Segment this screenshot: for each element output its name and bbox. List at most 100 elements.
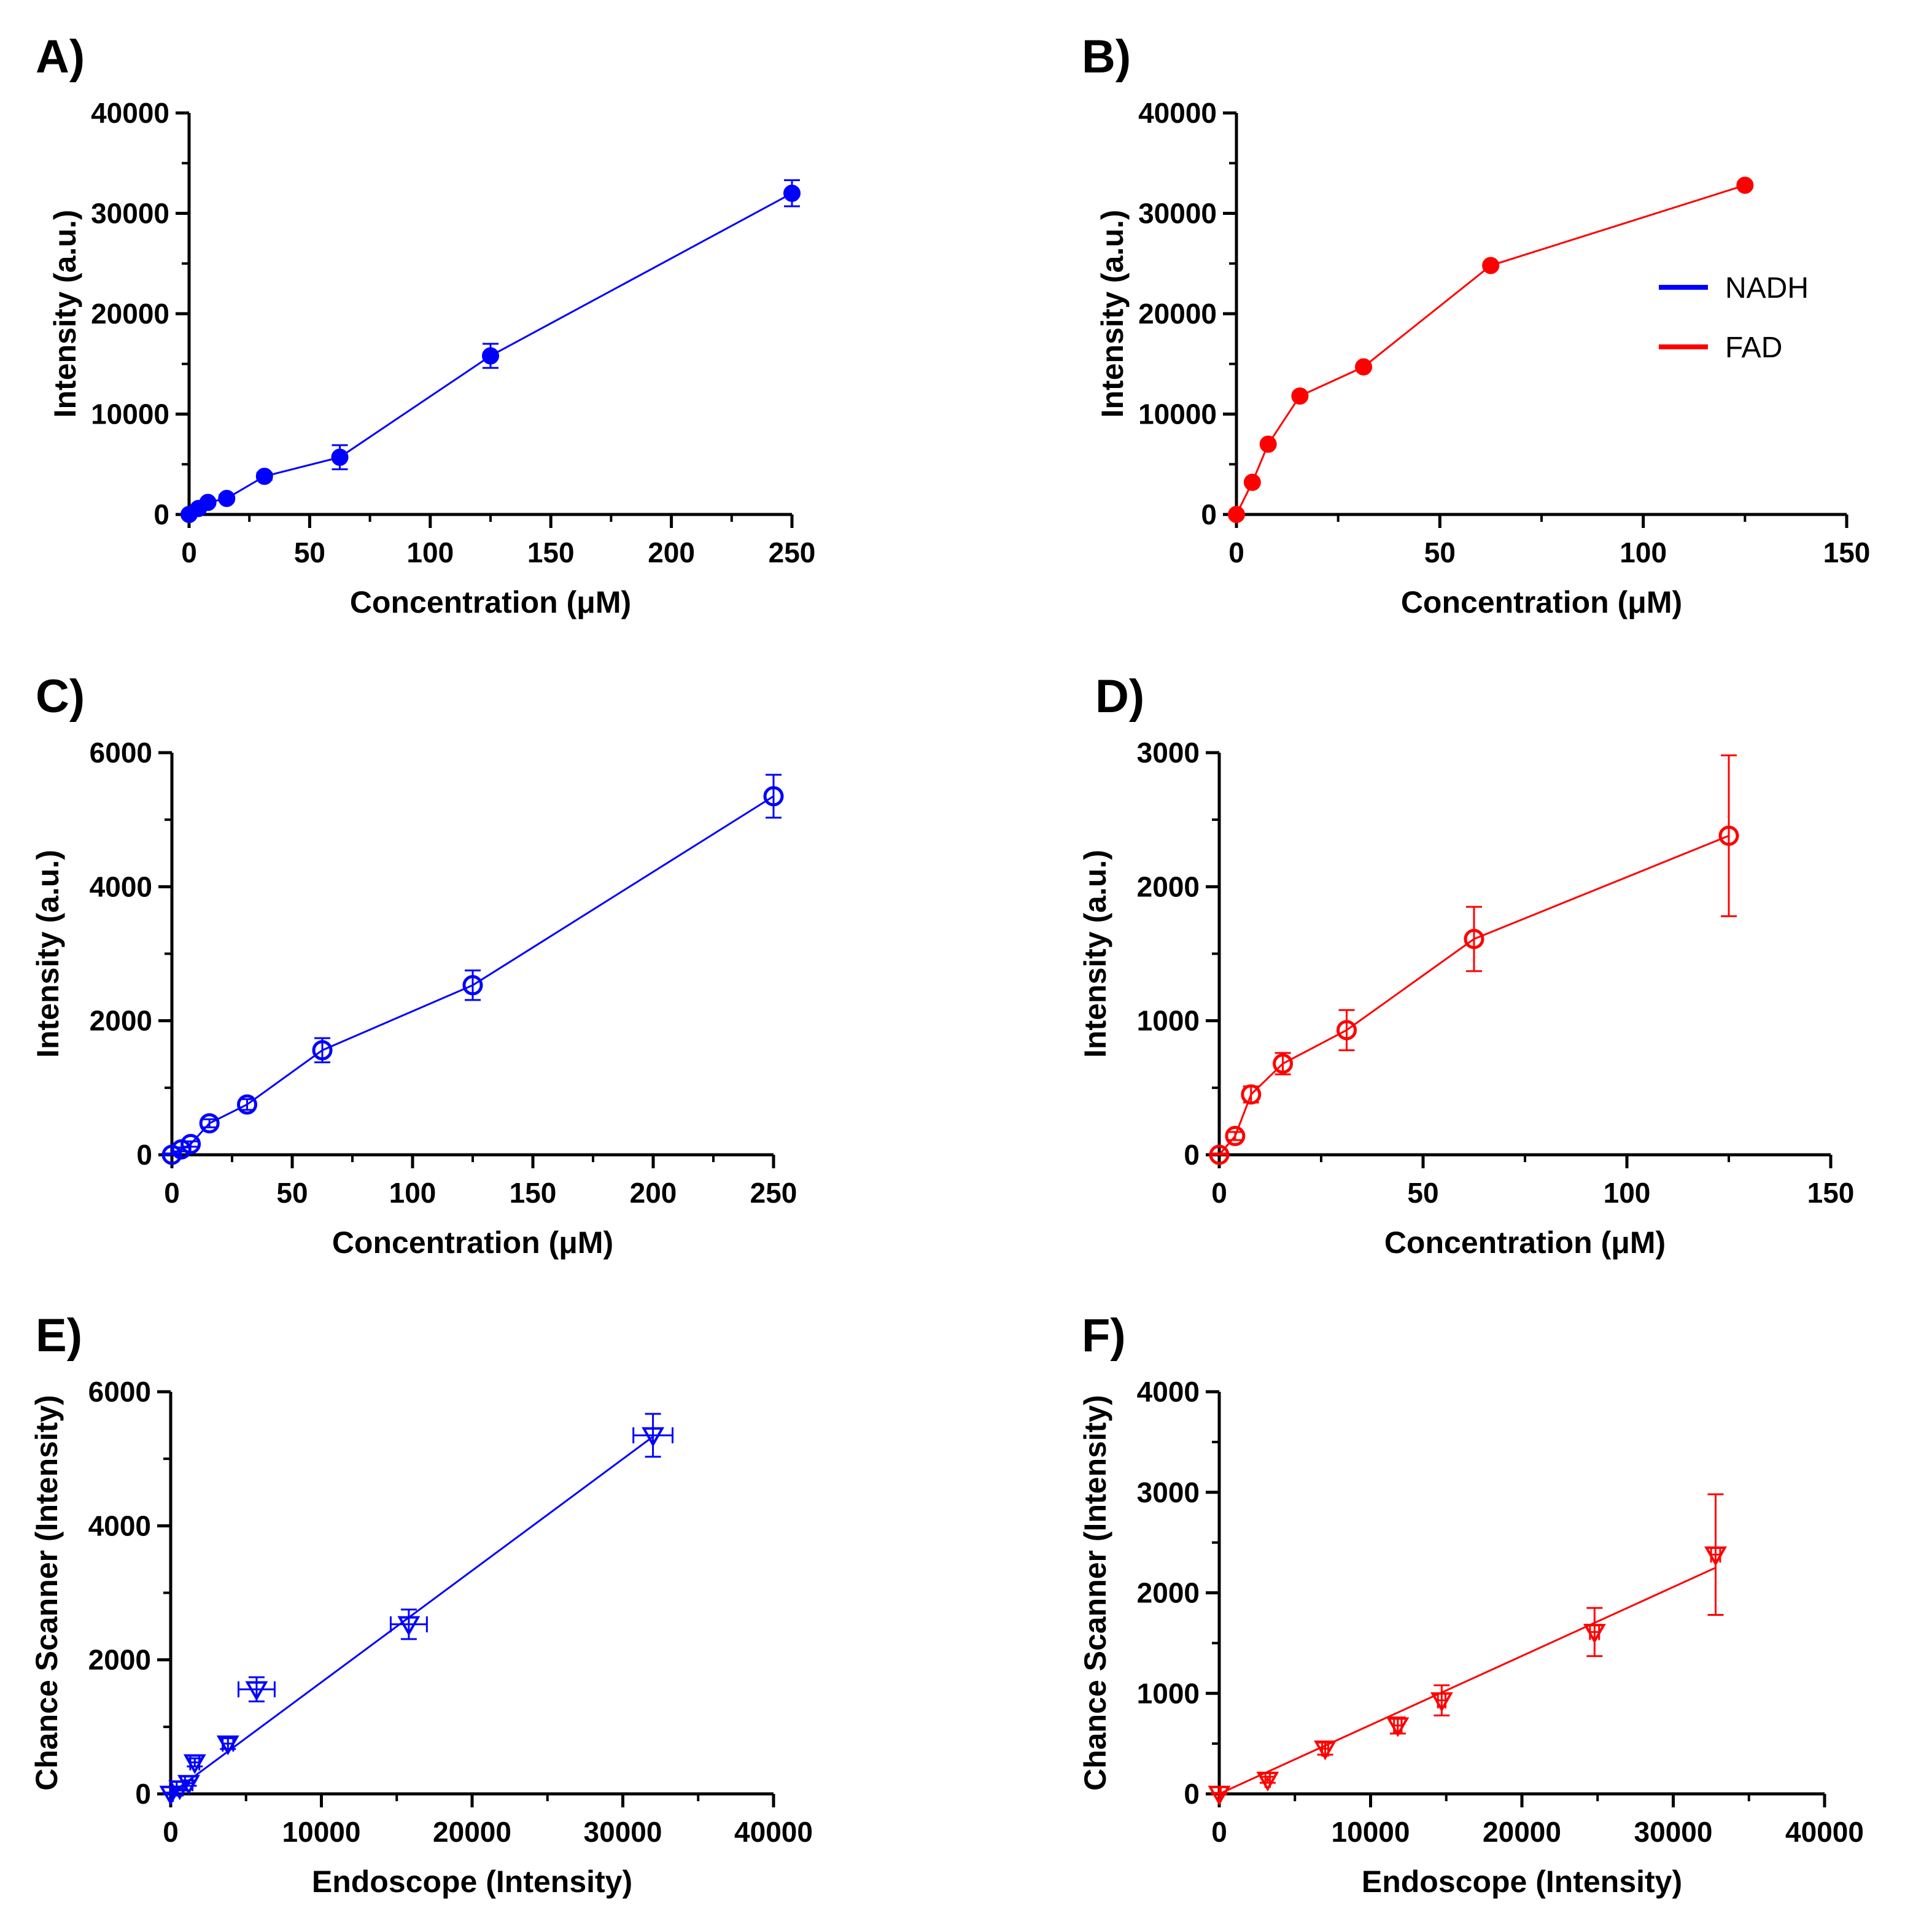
y-tick-label: 0 xyxy=(1184,1139,1200,1171)
y-tick-label: 2000 xyxy=(88,1644,151,1676)
chart-panel-c: C) 0 2000 4000 6000 0 50 100 150 200 250 Concentrat… xyxy=(31,670,797,1260)
y-tick-label: 0 xyxy=(1201,499,1217,530)
x-tick-label: 100 xyxy=(406,537,454,568)
y-tick-label: 6000 xyxy=(90,737,152,769)
y-axis-title: Intensity (a.u.) xyxy=(31,850,65,1058)
x-tick-label: 0 xyxy=(1228,537,1244,568)
data-point-7 xyxy=(763,786,784,807)
y-tick-label: 0 xyxy=(135,1778,151,1810)
x-tick-label: 10000 xyxy=(1332,1816,1410,1848)
y-axis-title: Intensity (a.u.) xyxy=(1095,210,1130,418)
panel-label: F) xyxy=(1082,1309,1126,1362)
data-point-3 xyxy=(199,1113,220,1134)
x-tick-label: 150 xyxy=(510,1177,557,1209)
legend-label-nadh: NADH xyxy=(1725,272,1809,305)
x-tick-label: 50 xyxy=(276,1177,308,1209)
data-point-7 xyxy=(783,184,801,202)
data-point-5 xyxy=(1583,1624,1606,1644)
y-tick-label: 40000 xyxy=(91,97,169,129)
data-point-3 xyxy=(218,489,236,507)
y-axis-title: Intensity (a.u.) xyxy=(48,210,82,418)
data-point-4 xyxy=(216,1735,239,1756)
data-point-6 xyxy=(462,975,483,996)
data-point-2 xyxy=(199,494,217,511)
chart-panel-b: B) 0 10000 20000 30000 40000 0 50 100 150 Concentr… xyxy=(1082,31,1870,619)
y-tick-label: 20000 xyxy=(1138,298,1217,330)
y-tick-label: 3000 xyxy=(1137,737,1200,769)
data-point-6 xyxy=(482,347,499,365)
x-tick-label: 0 xyxy=(181,537,197,568)
chart-panel-e: E) 0 2000 4000 6000 0 10000 20000 30000 40000 Endo… xyxy=(29,1309,813,1899)
data-point-2 xyxy=(1241,1084,1262,1105)
y-tick-label: 30000 xyxy=(91,198,169,230)
data-point-1 xyxy=(1243,473,1261,491)
y-axis-title: Intensity (a.u.) xyxy=(1078,850,1112,1058)
x-tick-label: 250 xyxy=(769,537,816,568)
x-tick-label: 30000 xyxy=(584,1816,662,1848)
x-axis-title: Endoscope (Intensity) xyxy=(312,1864,632,1899)
x-tick-label: 20000 xyxy=(1483,1816,1561,1848)
data-point-1 xyxy=(168,1780,192,1801)
y-tick-label: 40000 xyxy=(1138,97,1217,129)
series-line xyxy=(1235,184,1745,515)
data-point-2 xyxy=(180,1134,201,1155)
chart-panel-a: A) 0 10000 20000 30000 40000 0 50 100 150 200 250 Co… xyxy=(36,31,815,619)
data-point-3 xyxy=(1386,1717,1410,1737)
panel-label: C) xyxy=(36,670,85,723)
x-tick-label: 50 xyxy=(1407,1177,1438,1209)
x-tick-label: 150 xyxy=(527,537,575,568)
x-tick-label: 0 xyxy=(1211,1816,1227,1848)
y-tick-label: 6000 xyxy=(88,1376,151,1408)
series-line xyxy=(1218,834,1729,1155)
data-point-4 xyxy=(1430,1692,1453,1712)
y-tick-label: 4000 xyxy=(1137,1376,1200,1408)
data-point-3 xyxy=(1273,1053,1294,1074)
x-axis-title: Concentration (μM) xyxy=(1384,1225,1666,1260)
y-tick-label: 2000 xyxy=(1137,871,1200,902)
x-tick-label: 0 xyxy=(164,1177,180,1209)
x-tick-label: 100 xyxy=(1604,1177,1651,1209)
y-tick-label: 1000 xyxy=(1137,1677,1200,1709)
data-point-6 xyxy=(1704,1546,1727,1567)
legend-label-fad: FAD xyxy=(1725,332,1782,364)
x-tick-label: 20000 xyxy=(433,1816,511,1848)
data-point-5 xyxy=(1464,928,1484,949)
data-point-5 xyxy=(245,1681,268,1701)
data-point-4 xyxy=(255,467,273,485)
y-tick-label: 0 xyxy=(136,1139,152,1171)
x-tick-label: 40000 xyxy=(1785,1816,1864,1848)
x-tick-label: 150 xyxy=(1807,1177,1855,1209)
y-tick-label: 0 xyxy=(153,499,169,530)
x-tick-label: 0 xyxy=(1211,1177,1227,1209)
data-point-4 xyxy=(1355,358,1373,376)
y-tick-label: 10000 xyxy=(91,398,169,430)
y-tick-label: 10000 xyxy=(1138,398,1217,430)
y-tick-label: 3000 xyxy=(1137,1476,1200,1508)
y-tick-label: 0 xyxy=(1184,1778,1200,1810)
data-point-6 xyxy=(1736,176,1754,194)
x-tick-label: 50 xyxy=(294,537,325,568)
x-tick-label: 10000 xyxy=(282,1816,361,1848)
data-point-6 xyxy=(1718,825,1739,846)
data-point-5 xyxy=(1482,257,1500,274)
legend: NADH FAD xyxy=(1659,272,1809,364)
x-tick-label: 150 xyxy=(1823,537,1871,568)
data-point-3 xyxy=(183,1754,206,1774)
panel-label: A) xyxy=(36,31,85,83)
chart-panel-d: D) 0 1000 2000 3000 0 50 100 150 Concentration (μ… xyxy=(1078,670,1854,1260)
data-point-3 xyxy=(1291,387,1309,405)
x-tick-label: 200 xyxy=(630,1177,677,1209)
data-point-1 xyxy=(1256,1771,1279,1792)
x-tick-label: 200 xyxy=(648,537,695,568)
y-tick-label: 2000 xyxy=(1137,1577,1200,1609)
x-axis-title: Concentration (μM) xyxy=(332,1225,613,1260)
panel-label: B) xyxy=(1082,31,1131,83)
data-point-2 xyxy=(177,1775,200,1795)
y-tick-label: 20000 xyxy=(91,298,169,330)
data-point-4 xyxy=(1337,1020,1357,1041)
y-tick-label: 4000 xyxy=(88,1510,151,1542)
data-point-5 xyxy=(331,448,349,466)
x-tick-label: 250 xyxy=(750,1177,797,1209)
x-axis-title: Concentration (μM) xyxy=(350,585,631,619)
